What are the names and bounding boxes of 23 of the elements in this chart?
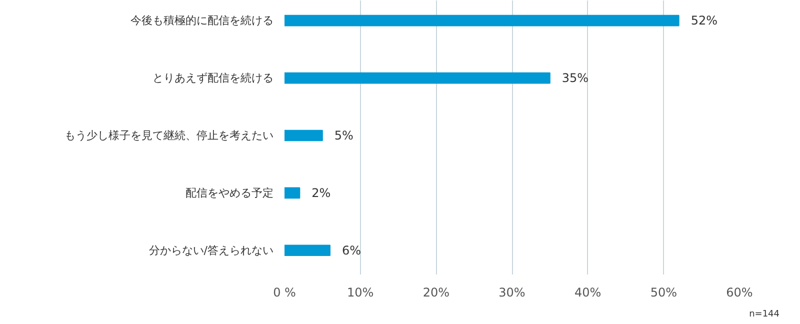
- x-tick-label: 10%: [346, 286, 374, 300]
- x-tick-label: 60%: [726, 286, 753, 300]
- x-tick-label: 0 %: [273, 286, 296, 300]
- data-label: 35%: [562, 71, 589, 86]
- y-tick-label: もう少し様子を見て継続、停止を考えたい: [64, 128, 274, 142]
- y-tick-label: 分からない/答えられない: [148, 244, 274, 257]
- bar: [284, 244, 330, 256]
- x-tick-label: 20%: [422, 286, 450, 300]
- x-tick-label: 50%: [650, 286, 678, 300]
- data-label: 6%: [342, 243, 362, 258]
- y-tick-label: とりあえず配信を続ける: [152, 72, 274, 85]
- y-tick-label: 配信をやめる予定: [186, 186, 274, 200]
- bar: [284, 130, 323, 142]
- x-tick-label: 30%: [498, 286, 526, 300]
- bar: [284, 14, 680, 26]
- data-label: 5%: [334, 128, 354, 142]
- data-label: 52%: [690, 14, 718, 28]
- bar: [284, 72, 550, 84]
- data-label: 2%: [312, 186, 331, 200]
- y-tick-label: 今後も積極的に配信を続ける: [130, 14, 274, 28]
- bar: [284, 187, 300, 199]
- x-tick-label: 40%: [574, 286, 602, 300]
- text: n=144: [749, 310, 780, 320]
